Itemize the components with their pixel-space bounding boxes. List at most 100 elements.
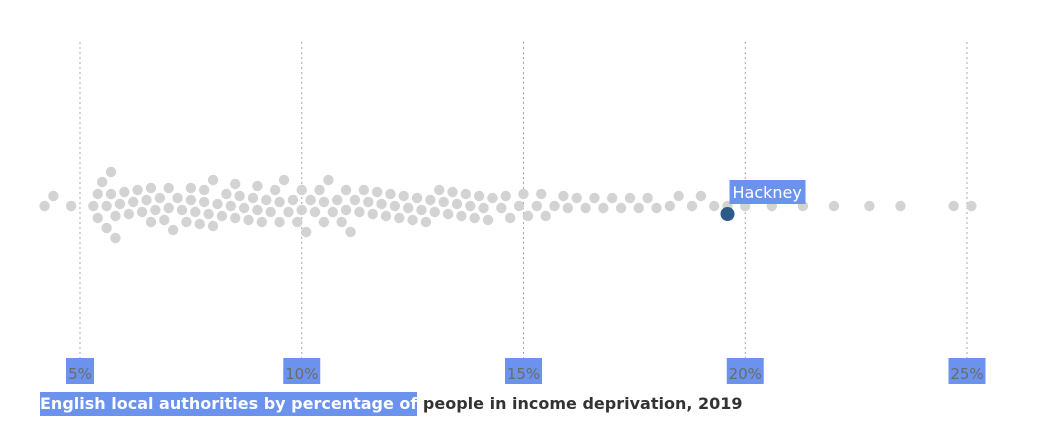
data-point[interactable]	[531, 200, 543, 212]
data-point[interactable]	[336, 216, 347, 228]
data-point[interactable]	[411, 192, 423, 204]
data-point[interactable]	[88, 200, 99, 212]
data-point[interactable]	[274, 216, 285, 228]
highlight-point[interactable]	[720, 207, 735, 221]
data-point[interactable]	[238, 202, 250, 214]
data-point[interactable]	[664, 200, 676, 212]
data-point[interactable]	[673, 190, 684, 202]
data-point[interactable]	[695, 190, 707, 202]
data-point[interactable]	[558, 190, 569, 202]
data-point[interactable]	[349, 194, 361, 206]
data-point[interactable]	[478, 202, 489, 214]
data-point[interactable]	[451, 198, 463, 210]
data-point[interactable]	[864, 200, 875, 212]
data-point[interactable]	[522, 210, 534, 222]
data-point[interactable]	[434, 184, 445, 196]
data-point[interactable]	[243, 214, 254, 226]
data-point[interactable]	[513, 200, 525, 212]
data-point[interactable]	[207, 174, 219, 186]
data-point[interactable]	[185, 194, 197, 206]
data-point[interactable]	[230, 178, 241, 190]
data-point[interactable]	[398, 190, 409, 202]
data-point[interactable]	[287, 194, 299, 206]
data-point[interactable]	[536, 188, 547, 200]
data-point[interactable]	[154, 192, 166, 204]
data-point[interactable]	[571, 192, 582, 204]
data-point[interactable]	[314, 184, 325, 196]
data-point[interactable]	[633, 202, 645, 214]
data-point[interactable]	[194, 218, 205, 230]
data-point[interactable]	[358, 184, 370, 196]
data-point[interactable]	[198, 196, 210, 208]
data-point[interactable]	[230, 212, 241, 224]
data-point[interactable]	[651, 202, 662, 214]
data-point[interactable]	[420, 216, 432, 228]
data-point[interactable]	[159, 214, 170, 226]
data-point[interactable]	[296, 204, 307, 216]
data-point[interactable]	[198, 184, 210, 196]
data-point[interactable]	[549, 200, 560, 212]
data-point[interactable]	[167, 224, 179, 236]
data-point[interactable]	[447, 186, 458, 198]
data-point[interactable]	[252, 180, 263, 192]
data-point[interactable]	[247, 192, 259, 204]
data-point[interactable]	[190, 206, 201, 218]
data-point[interactable]	[380, 210, 392, 222]
data-point[interactable]	[460, 188, 472, 200]
data-point[interactable]	[252, 204, 263, 216]
data-point[interactable]	[363, 196, 374, 208]
data-point[interactable]	[48, 190, 59, 202]
data-point[interactable]	[318, 196, 330, 208]
data-point[interactable]	[105, 166, 117, 178]
data-point[interactable]	[105, 188, 117, 200]
data-point[interactable]	[385, 188, 396, 200]
data-point[interactable]	[136, 206, 148, 218]
data-point[interactable]	[234, 190, 245, 202]
data-point[interactable]	[225, 200, 236, 212]
data-point[interactable]	[132, 184, 143, 196]
data-point[interactable]	[65, 200, 77, 212]
data-point[interactable]	[456, 210, 467, 222]
data-point[interactable]	[340, 184, 352, 196]
data-point[interactable]	[278, 174, 290, 186]
data-point[interactable]	[642, 192, 653, 204]
data-point[interactable]	[948, 200, 959, 212]
data-point[interactable]	[145, 216, 157, 228]
data-point[interactable]	[318, 216, 330, 228]
data-point[interactable]	[176, 204, 188, 216]
data-point[interactable]	[145, 182, 157, 194]
data-point[interactable]	[402, 202, 414, 214]
data-point[interactable]	[309, 206, 321, 218]
data-point[interactable]	[292, 216, 303, 228]
data-point[interactable]	[895, 200, 906, 212]
data-point[interactable]	[589, 192, 600, 204]
data-point[interactable]	[141, 194, 152, 206]
data-point[interactable]	[345, 226, 356, 238]
data-point[interactable]	[624, 192, 636, 204]
data-point[interactable]	[376, 198, 387, 210]
data-point[interactable]	[580, 202, 591, 214]
data-point[interactable]	[300, 226, 312, 238]
data-point[interactable]	[482, 214, 494, 226]
data-point[interactable]	[163, 182, 174, 194]
data-point[interactable]	[163, 202, 174, 214]
data-point[interactable]	[128, 196, 139, 208]
data-point[interactable]	[110, 210, 121, 222]
data-point[interactable]	[256, 216, 268, 228]
data-point[interactable]	[518, 188, 529, 200]
data-point[interactable]	[500, 190, 511, 202]
data-point[interactable]	[39, 200, 50, 212]
data-point[interactable]	[101, 222, 112, 234]
data-point[interactable]	[442, 208, 454, 220]
data-point[interactable]	[473, 190, 485, 202]
data-point[interactable]	[407, 214, 418, 226]
data-point[interactable]	[598, 202, 609, 214]
data-point[interactable]	[496, 202, 507, 214]
data-point[interactable]	[96, 176, 108, 188]
data-point[interactable]	[686, 200, 698, 212]
data-point[interactable]	[966, 200, 977, 212]
data-point[interactable]	[114, 198, 126, 210]
data-point[interactable]	[367, 208, 378, 220]
data-point[interactable]	[487, 192, 498, 204]
data-point[interactable]	[181, 216, 192, 228]
